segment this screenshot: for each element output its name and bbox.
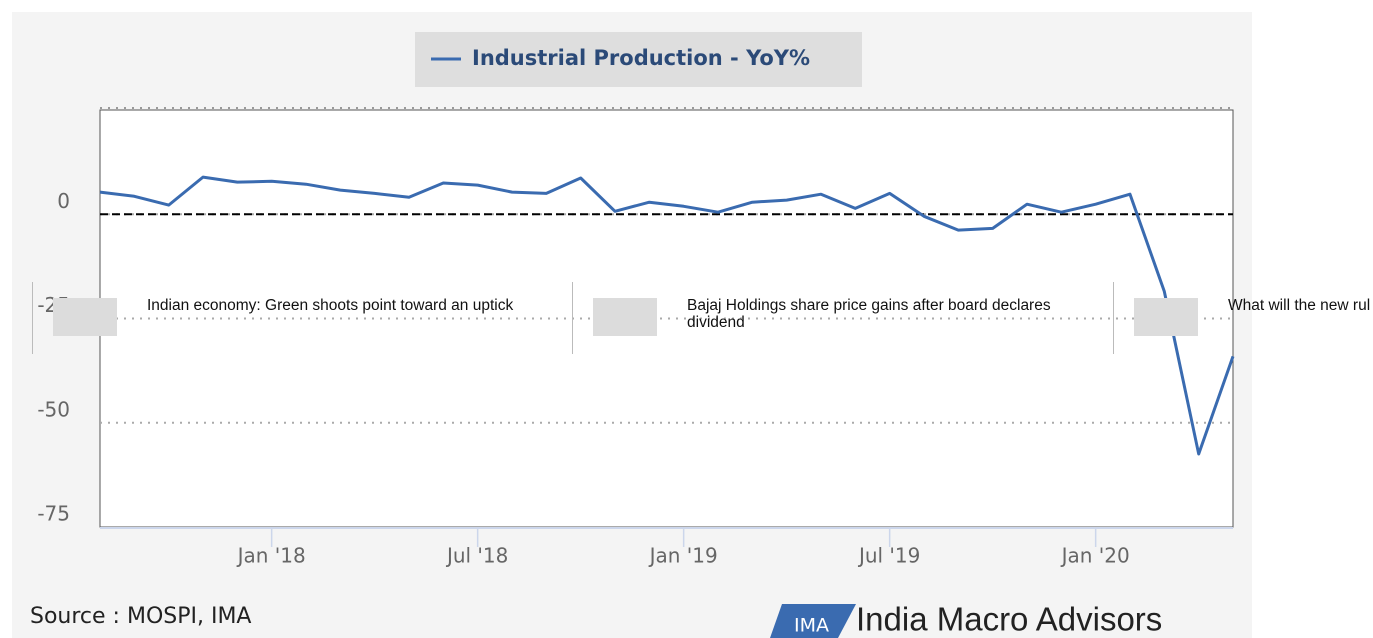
y-tick-label: -75 [37,502,70,526]
news-item[interactable]: Indian economy: Green shoots point towar… [32,282,573,354]
x-tick-label: Jan '19 [648,544,718,568]
source: Source : MOSPI, IMA [30,604,251,629]
news-text[interactable]: Bajaj Holdings share price gains after b… [687,297,1051,331]
x-tick-label: Jan '18 [236,544,306,568]
logo-mark-bg [770,604,856,638]
series-line [99,175,1235,456]
logo-mark: IMA [794,615,829,637]
news-thumb [53,298,117,336]
y-tick-label: 0 [57,189,70,213]
y-tick-label: -50 [37,397,70,421]
news-thumb [593,298,657,336]
news-text[interactable]: Indian economy: Green shoots point towar… [147,297,514,314]
legend-box [415,32,862,87]
x-tick-label: Jul '18 [445,544,508,568]
news-item[interactable]: Bajaj Holdings share price gains after b… [572,282,1113,354]
news-text[interactable]: What will the new rules for motor insura… [1228,297,1370,314]
news-thumb [1134,298,1198,336]
x-tick-label: Jul '19 [857,544,920,568]
logo-name: India Macro Advisors [856,601,1162,638]
news-item[interactable]: What will the new rules for motor insura… [1113,282,1370,354]
x-tick-label: Jan '20 [1060,544,1130,568]
legend-label: Industrial Production - YoY% [472,46,810,70]
